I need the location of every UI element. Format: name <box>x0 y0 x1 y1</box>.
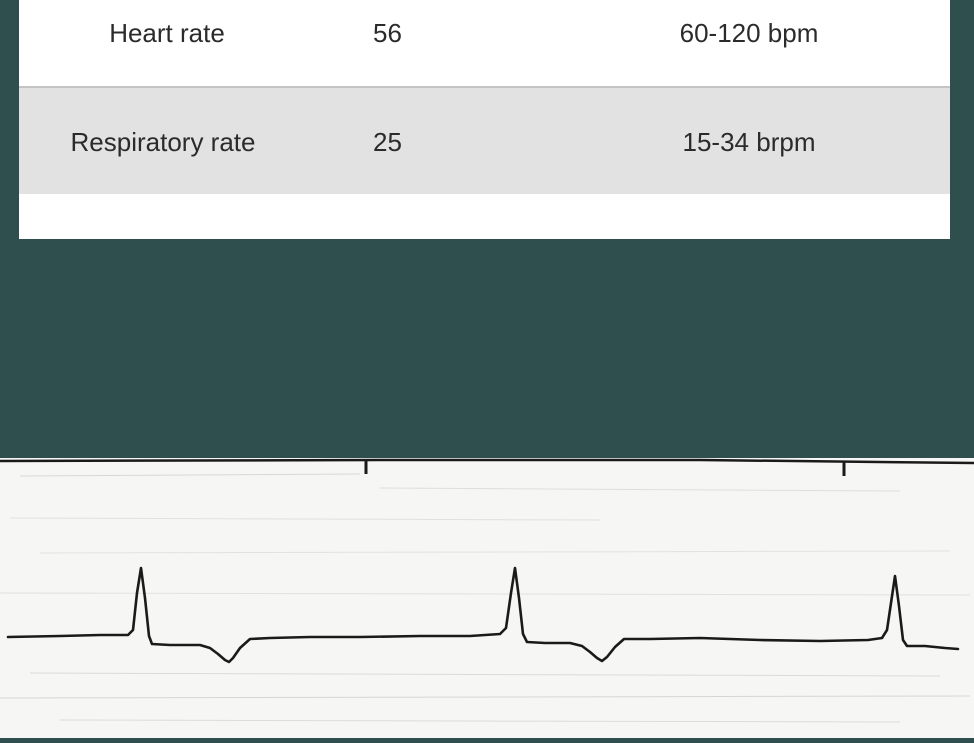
paper-noise <box>0 473 971 723</box>
ecg-strip-image <box>0 458 974 738</box>
ecg-waveform <box>6 566 960 664</box>
ecg-trace <box>0 458 974 723</box>
table-row: Respiratory rate 25 15-34 brpm <box>19 88 950 194</box>
parameter-value: 56 <box>373 18 402 48</box>
reference-range: 60-120 bpm <box>679 18 819 48</box>
vitals-table: Heart rate 56 60-120 bpm Respiratory rat… <box>19 0 950 239</box>
bottom-band <box>0 738 974 743</box>
top-marker-line <box>0 458 974 465</box>
table-row: Heart rate 56 60-120 bpm <box>19 0 950 88</box>
parameter-name: Heart rate <box>109 18 225 48</box>
parameter-name: Respiratory rate <box>70 127 256 157</box>
parameter-value: 25 <box>373 127 402 157</box>
reference-range: 15-34 brpm <box>682 127 816 157</box>
